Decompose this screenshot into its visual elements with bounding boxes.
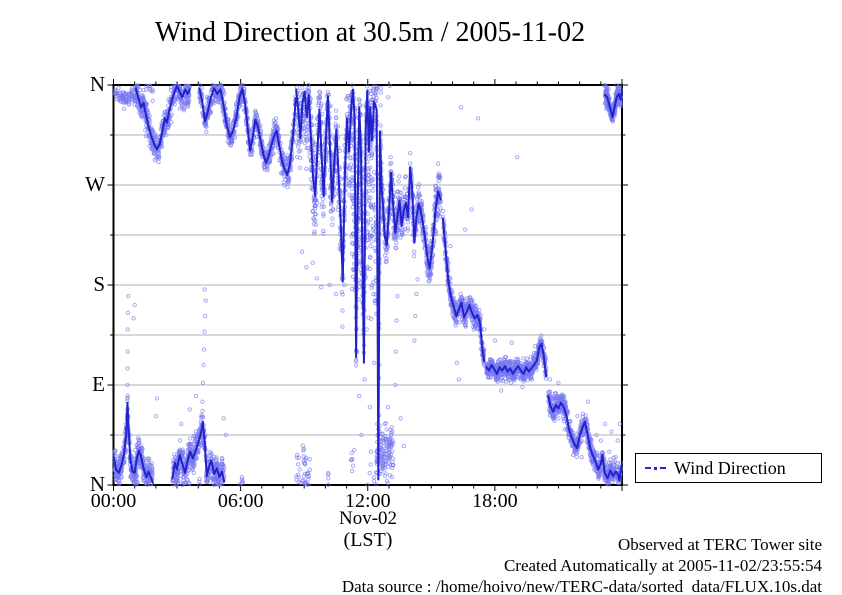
annotation-created-at: Created Automatically at 2005-11-02/23:5… bbox=[503, 556, 822, 575]
y-tick-label-0: N bbox=[89, 472, 105, 497]
x-tick-label-0000: 00:00 bbox=[90, 490, 137, 512]
x-tick-label-0600: 06:00 bbox=[217, 490, 264, 512]
y-tick-label-270: W bbox=[85, 172, 105, 197]
annotation-observed-site: Observed at TERC Tower site bbox=[617, 535, 822, 554]
chart-title: Wind Direction at 30.5m / 2005-11-02 bbox=[154, 17, 586, 48]
annotation-data-source: Data source : /home/hoivo/new/TERC-data/… bbox=[341, 577, 822, 595]
legend-label: Wind Direction bbox=[674, 458, 786, 478]
legend-line-sample bbox=[645, 466, 666, 470]
x-tick-label-1800: 18:00 bbox=[472, 490, 518, 512]
x-tick-label-1200: 12:00 bbox=[345, 490, 391, 512]
y-tick-label-180: S bbox=[93, 272, 105, 297]
legend: Wind Direction bbox=[635, 453, 822, 483]
y-tick-label-90: E bbox=[92, 372, 105, 397]
y-tick-label-360: N bbox=[89, 72, 105, 97]
x-axis-date-label: Nov-02 bbox=[338, 508, 398, 529]
x-axis-unit-label: (LST) bbox=[343, 529, 393, 551]
